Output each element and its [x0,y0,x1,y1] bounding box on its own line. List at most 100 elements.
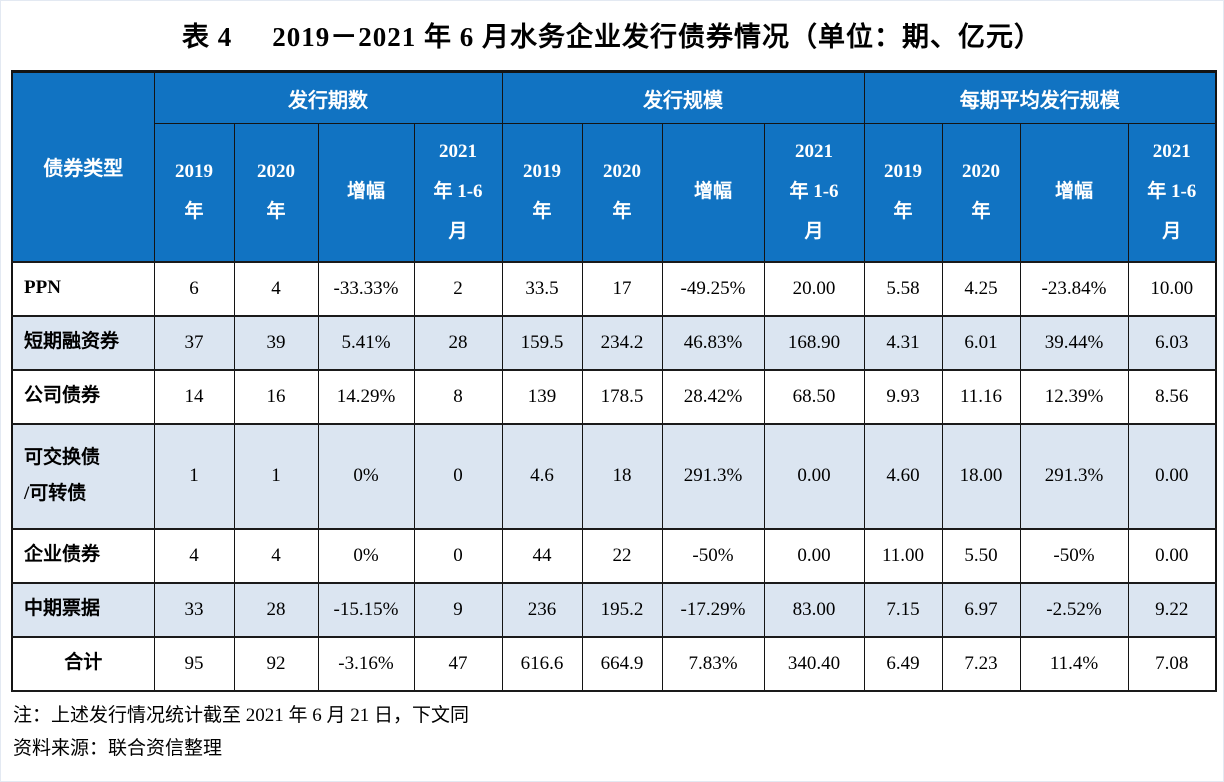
table-row: 企业债券 4 4 0% 0 44 22 -50% 0.00 11.00 5.50 -50% 0.00 [11,527,1217,584]
table-cell: 37 [153,314,235,371]
table-cell: 4.25 [941,260,1021,317]
col-header-count-2019: 2019 年 [153,123,235,262]
table-cell: 4.6 [501,422,583,530]
table-cell: 0 [413,422,503,530]
table-cell: 1 [153,422,235,530]
table-number: 表 4 [182,22,233,52]
col-header-count-2021h1: 2021 年 1-6 月 [413,123,503,262]
table-cell: 7.08 [1127,635,1217,692]
table-cell: 11.16 [941,368,1021,425]
table-cell: 83.00 [763,581,865,638]
table-cell: 4 [233,527,319,584]
table-cell: 6 [153,260,235,317]
col-header-avg-2021h1: 2021 年 1-6 月 [1127,123,1217,262]
table-cell: 39 [233,314,319,371]
table-cell: 6.49 [863,635,943,692]
table-cell: 1 [233,422,319,530]
table-cell: 0 [413,527,503,584]
group-header-issue-scale: 发行规模 [501,71,865,124]
table-cell: 6.01 [941,314,1021,371]
table-cell: 0% [317,527,415,584]
col-header-avg-2019: 2019 年 [863,123,943,262]
table-row: PPN 6 4 -33.33% 2 33.5 17 -49.25% 20.00 5.58 4.25-… [11,260,1217,317]
table-cell: 236 [501,581,583,638]
table-cell: 10.00 [1127,260,1217,317]
table-cell: 5.41% [317,314,415,371]
table-cell: 6.97 [941,581,1021,638]
table-cell: 8 [413,368,503,425]
note-line: 注：上述发行情况统计截至 2021 年 6 月 21 日，下文同 [13,704,470,726]
col-header-count-2020: 2020 年 [233,123,319,262]
col-header-avg-2020: 2020 年 [941,123,1021,262]
table-row: 合计 95 92 -3.16% 47 616.6 664.9 7.83% 340.40 6.49 7… [11,635,1217,692]
table-cell: 95 [153,635,235,692]
table-cell: 12.39% [1019,368,1129,425]
table-cell: -3.16% [317,635,415,692]
table-cell: 7.15 [863,581,943,638]
table-cell: 9 [413,581,503,638]
table-cell: -33.33% [317,260,415,317]
table-cell: 4 [233,260,319,317]
table-cell: 39.44% [1019,314,1129,371]
table-cell: 8.56 [1127,368,1217,425]
table-cell: 0.00 [1127,422,1217,530]
table-cell: 17 [581,260,663,317]
table-cell: 4.60 [863,422,943,530]
table-cell: 47 [413,635,503,692]
table-row: 短期融资券 37 39 5.41% 28 159.5 234.2 46.83% 168.90 4.… [11,314,1217,371]
table-cell: 195.2 [581,581,663,638]
table-cell: 18.00 [941,422,1021,530]
col-header-scale-2019: 2019 年 [501,123,583,262]
table-cell: 4.31 [863,314,943,371]
table-cell: 6.03 [1127,314,1217,371]
row-label: 短期融资券 [11,314,155,371]
group-header-avg-issue-scale: 每期平均发行规模 [863,71,1217,124]
col-header-bond-type: 债券类型 [11,71,155,262]
table-cell: 7.83% [661,635,765,692]
bond-issuance-table: 债券类型 发行期数 发行规模 每期平均发行规模 2019 年 2020 年 增幅… [11,70,1217,692]
table-cell: 20.00 [763,260,865,317]
table-cell: 68.50 [763,368,865,425]
table-row: 公司债券 14 16 14.29% 8 139 178.5 28.42% 68.50 9.93 11… [11,368,1217,425]
table-cell: -17.29% [661,581,765,638]
table-cell: 46.83% [661,314,765,371]
table-row: 中期票据 33 28 -15.15% 9 236 195.2 -17.29% 83.00 7.15… [11,581,1217,638]
table-cell: 44 [501,527,583,584]
table-cell: 7.23 [941,635,1021,692]
table-cell: 340.40 [763,635,865,692]
table-cell: 92 [233,635,319,692]
table-cell: -2.52% [1019,581,1129,638]
table-cell: 2 [413,260,503,317]
table-cell: 0.00 [763,422,865,530]
row-label: 中期票据 [11,581,155,638]
table-cell: 0.00 [1127,527,1217,584]
row-label: 合计 [11,635,155,692]
table-caption: 2019－2021 年 6 月水务企业发行债券情况（单位：期、亿元） [272,22,1042,52]
table-cell: 616.6 [501,635,583,692]
table-cell: 234.2 [581,314,663,371]
table-cell: 11.4% [1019,635,1129,692]
table-cell: 28 [413,314,503,371]
table-cell: 664.9 [581,635,663,692]
table-cell: 14.29% [317,368,415,425]
table-cell: 28 [233,581,319,638]
table-cell: 28.42% [661,368,765,425]
row-label: PPN [11,260,155,317]
table-cell: -15.15% [317,581,415,638]
table-cell: -50% [661,527,765,584]
table-cell: 0.00 [763,527,865,584]
sub-header-row: 2019 年 2020 年 增幅 2021 年 1-6 月 2019 年 202… [12,123,1217,262]
group-header-row: 债券类型 发行期数 发行规模 每期平均发行规模 [11,71,1217,262]
table-cell: 33.5 [501,260,583,317]
table-title: 表 4 2019－2021 年 6 月水务企业发行债券情况（单位：期、亿元） [11,1,1213,70]
table-cell: 18 [581,422,663,530]
table-cell: 291.3% [1019,422,1129,530]
table-cell: 9.93 [863,368,943,425]
col-header-count-growth: 增幅 [317,123,415,262]
table-footnotes: 注：上述发行情况统计截至 2021 年 6 月 21 日，下文同 资料来源：联合… [11,692,1213,766]
table-cell: 168.90 [763,314,865,371]
col-header-scale-2021h1: 2021 年 1-6 月 [763,123,865,262]
table-cell: 16 [233,368,319,425]
table-cell: 5.58 [863,260,943,317]
